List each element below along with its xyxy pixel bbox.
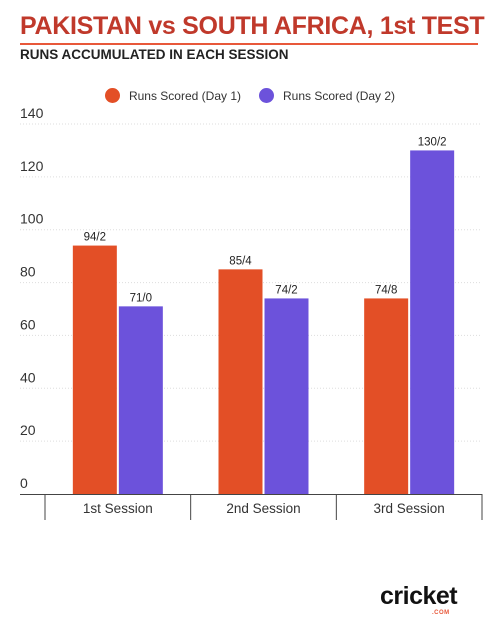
logo-wordmark: cricket [380, 582, 458, 610]
logo-suffix: .COM [432, 610, 450, 616]
data-label: 74/2 [275, 284, 297, 296]
legend-swatch-day1 [104, 88, 120, 103]
bar [72, 245, 117, 494]
data-label: 74/8 [375, 284, 397, 296]
x-tick-label: 1st Session [83, 501, 153, 516]
y-tick-label: 140 [20, 105, 44, 121]
bar [410, 150, 455, 494]
legend-item-day1: Runs Scored (Day 1) [104, 88, 241, 103]
y-tick-label: 120 [20, 158, 44, 174]
bar [118, 306, 163, 494]
bar [218, 269, 263, 494]
y-tick-label: 0 [20, 475, 28, 491]
title-underline [20, 43, 478, 45]
y-tick-label: 100 [20, 211, 44, 227]
chart-subtitle: RUNS ACCUMULATED IN EACH SESSION [20, 47, 289, 62]
data-label: 130/2 [418, 136, 447, 148]
legend-label-day2: Runs Scored (Day 2) [283, 88, 396, 103]
data-label: 71/0 [130, 292, 152, 304]
chart-title: PAKISTAN vs SOUTH AFRICA, 1st TEST [20, 12, 485, 40]
bar [264, 298, 309, 494]
legend: Runs Scored (Day 1) Runs Scored (Day 2) [0, 88, 500, 103]
cricket-logo: cricket .COM [380, 582, 458, 616]
data-label: 94/2 [84, 232, 106, 244]
y-tick-label: 20 [20, 422, 36, 438]
x-tick-label: 2nd Session [226, 501, 300, 516]
legend-label-day1: Runs Scored (Day 1) [128, 88, 241, 103]
legend-swatch-day2 [259, 88, 274, 103]
y-tick-label: 80 [20, 264, 36, 280]
legend-item-day2: Runs Scored (Day 2) [259, 88, 395, 103]
y-tick-label: 40 [20, 369, 36, 385]
y-tick-label: 60 [20, 316, 36, 332]
bar [364, 298, 409, 494]
data-label: 85/4 [229, 255, 252, 267]
x-tick-label: 3rd Session [374, 501, 445, 516]
